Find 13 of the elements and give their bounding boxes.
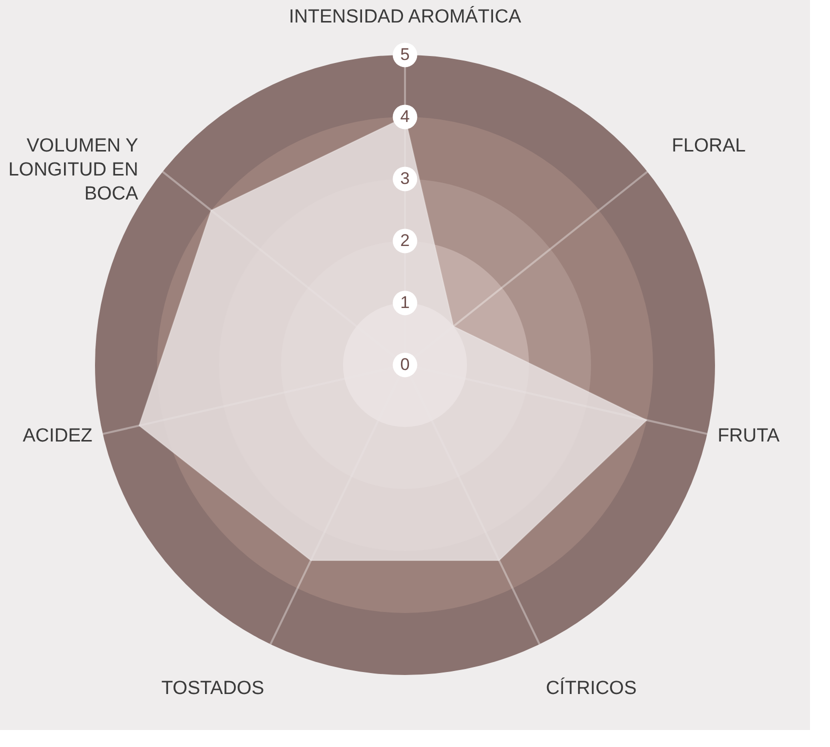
spoke-label: FLORAL xyxy=(672,135,746,156)
spoke-label: VOLUMEN Y LONGITUD EN BOCA xyxy=(8,135,139,204)
y-tick-label: 1 xyxy=(400,292,410,312)
spoke-label: FRUTA xyxy=(718,426,780,447)
spoke-label: TOSTADOS xyxy=(161,678,264,700)
y-tick-label: 4 xyxy=(400,106,410,126)
y-tick-label: 0 xyxy=(400,354,410,374)
y-tick-label: 2 xyxy=(400,230,410,250)
y-tick-label: 3 xyxy=(400,168,410,188)
y-tick-label: 5 xyxy=(400,44,410,64)
spoke-label: INTENSIDAD AROMÁTICA xyxy=(288,6,522,28)
spoke-label: ACIDEZ xyxy=(22,426,93,447)
spoke-label: CÍTRICOS xyxy=(546,677,637,700)
